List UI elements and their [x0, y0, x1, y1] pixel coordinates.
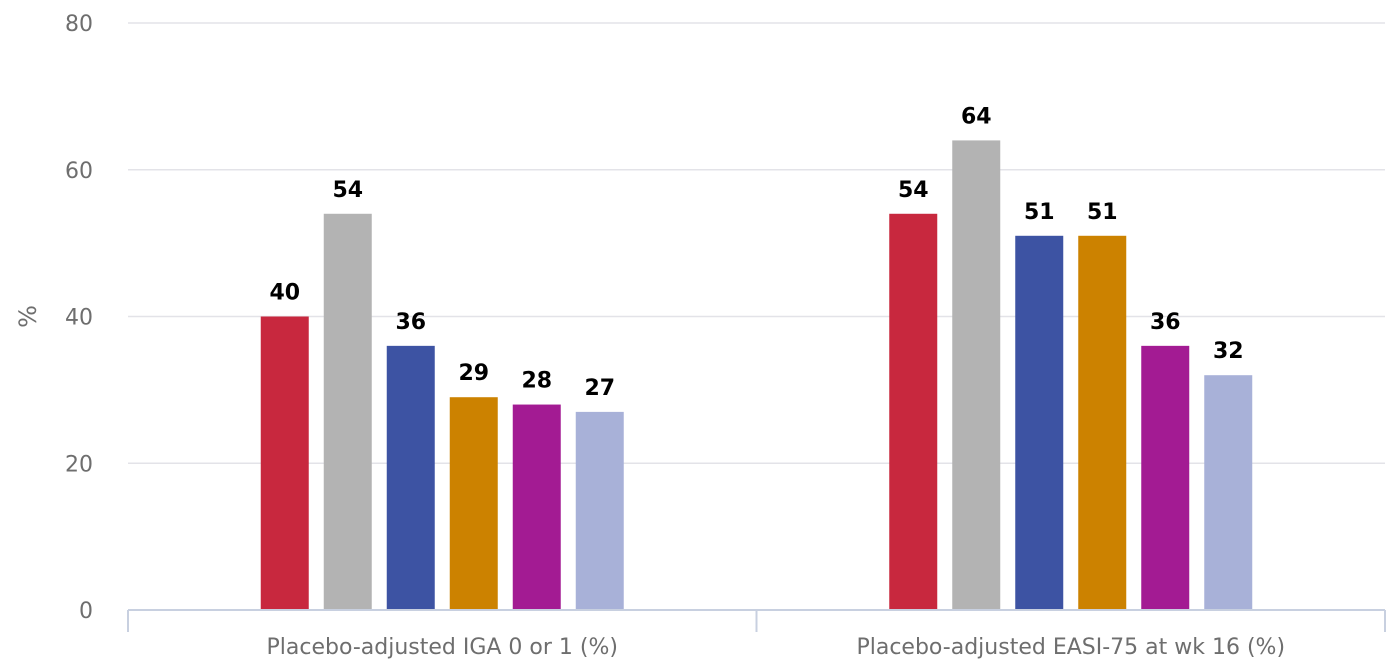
data-label: 64 [961, 104, 992, 129]
bar [449, 397, 498, 610]
bar [512, 404, 561, 610]
bar [1141, 345, 1190, 610]
y-tick-label: 40 [65, 306, 93, 331]
x-axis: Placebo-adjusted IGA 0 or 1 (%) Placebo-a… [127, 609, 1386, 660]
bar [575, 411, 624, 610]
data-label: 29 [458, 361, 489, 386]
data-labels: 40 54 36 29 28 27 54 64 51 51 36 32 [269, 104, 1243, 400]
data-label: 32 [1213, 339, 1244, 364]
bar [889, 213, 938, 610]
data-label: 36 [1150, 310, 1181, 335]
bar [1015, 235, 1064, 610]
data-label: 54 [332, 178, 363, 203]
data-label: 54 [898, 178, 929, 203]
data-label: 40 [269, 281, 300, 306]
y-tick-label: 60 [65, 159, 93, 184]
bar [1204, 375, 1253, 610]
y-axis-ticks: 0 20 40 60 80 [65, 12, 93, 624]
bar [323, 213, 372, 610]
x-category-label: Placebo-adjusted IGA 0 or 1 (%) [267, 635, 618, 660]
x-category-label: Placebo-adjusted EASI-75 at wk 16 (%) [856, 635, 1285, 660]
y-tick-label: 80 [65, 12, 93, 37]
y-axis-title: % [14, 305, 42, 328]
bar [260, 316, 309, 610]
gridlines [128, 22, 1385, 464]
data-label: 28 [521, 369, 552, 394]
bar [1078, 235, 1127, 610]
y-tick-label: 20 [65, 452, 93, 477]
data-label: 51 [1087, 200, 1118, 225]
y-tick-label: 0 [79, 599, 93, 624]
bar [386, 345, 435, 610]
data-label: 36 [395, 310, 426, 335]
bar [952, 140, 1001, 610]
data-label: 51 [1024, 200, 1055, 225]
bars [260, 140, 1253, 610]
data-label: 27 [584, 376, 615, 401]
